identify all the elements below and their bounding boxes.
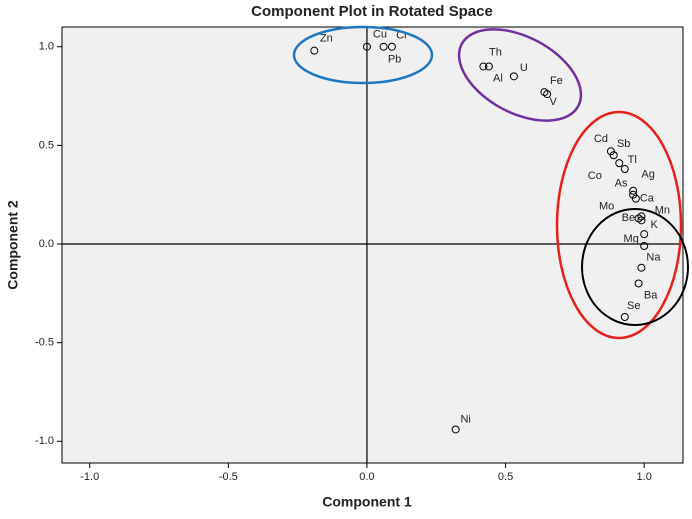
point: [634, 279, 643, 288]
point: [479, 62, 488, 71]
point: [509, 72, 518, 81]
point: [451, 425, 460, 434]
point-label: Ag: [641, 169, 654, 181]
point-label: Fe: [550, 75, 563, 87]
cluster-ellipse: [581, 208, 689, 326]
point-label: Mg: [624, 233, 639, 245]
point: [387, 42, 396, 51]
point: [637, 212, 646, 221]
point-label: Se: [627, 300, 640, 312]
point: [640, 241, 649, 250]
point: [606, 147, 615, 156]
marks: -1.0 -0.5 0.0 0.5 1.0 -1.0 -0.5 0.0 0.5 1.0 Zn Cu Cr…: [35, 27, 683, 483]
point-label: As: [615, 178, 628, 190]
x-tick-label: 1.0: [637, 471, 652, 483]
point-label: Pb: [388, 54, 401, 66]
point: [379, 42, 388, 51]
point-label: U: [520, 62, 528, 74]
point-label: Sb: [617, 138, 630, 150]
cluster-ellipse: [292, 25, 434, 85]
point-label: Ni: [460, 413, 470, 425]
point: [637, 216, 646, 225]
point: [631, 194, 640, 203]
point-label: Th: [489, 46, 502, 58]
cluster-ellipse: [555, 110, 683, 340]
point-label: Mn: [655, 204, 670, 216]
point-label: Tl: [628, 154, 637, 166]
chart-title: Component Plot in Rotated Space: [251, 3, 493, 20]
point-label: Ba: [644, 289, 658, 301]
x-tick-label: 0.5: [498, 471, 513, 483]
point: [620, 313, 629, 322]
y-tick-label: 0.5: [39, 139, 54, 151]
point-label: Be: [622, 212, 635, 224]
point-label: Cr: [396, 30, 408, 42]
point: [310, 46, 319, 55]
point: [543, 90, 552, 99]
point: [362, 42, 371, 51]
x-tick-label: -0.5: [219, 471, 238, 483]
plot-area: [61, 26, 684, 464]
point-label: Co: [588, 170, 602, 182]
cluster-ellipse: [457, 28, 583, 122]
point: [640, 230, 649, 239]
point-label: Zn: [320, 33, 333, 45]
y-tick-label: 1.0: [39, 41, 54, 53]
point: [637, 263, 646, 272]
point-label: Al: [493, 72, 503, 84]
y-tick-label: 0.0: [39, 238, 54, 250]
point: [609, 151, 618, 160]
point: [620, 165, 629, 174]
point-label: Cu: [373, 29, 387, 41]
point: [629, 186, 638, 195]
point-label: Ca: [640, 193, 655, 205]
y-tick-label: -0.5: [35, 337, 54, 349]
x-tick-label: -1.0: [80, 471, 99, 483]
point-label: Na: [646, 252, 661, 264]
point: [615, 159, 624, 168]
x-tick-label: 0.0: [359, 471, 374, 483]
point-label: Mo: [599, 200, 614, 212]
point-label: Cd: [594, 133, 608, 145]
point: [484, 62, 493, 71]
y-axis-label: Component 2: [5, 200, 21, 290]
point-label: V: [549, 96, 557, 108]
point: [629, 190, 638, 199]
x-axis-label: Component 1: [322, 494, 412, 510]
y-tick-label: -1.0: [35, 435, 54, 447]
point-label: K: [651, 219, 659, 231]
